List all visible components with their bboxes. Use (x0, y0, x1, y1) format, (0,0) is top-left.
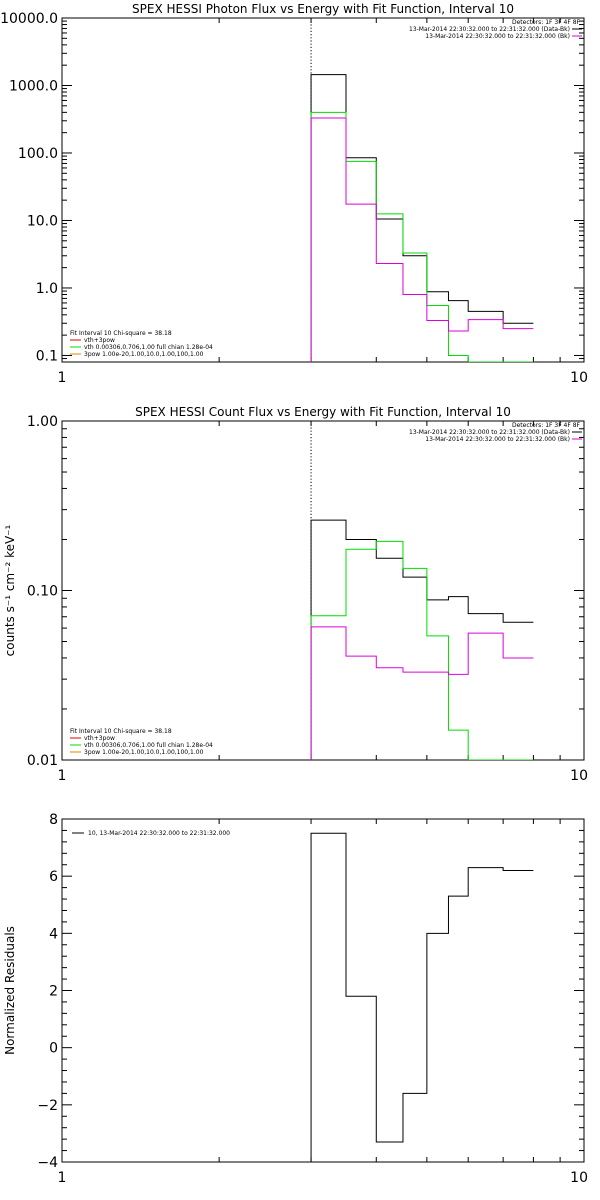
legend-entry: 3pow 1.00e-20,1.00,10.0,1.00,100,1.00 (84, 351, 204, 358)
chart-title: SPEX HESSI Count Flux vs Energy with Fit… (135, 405, 511, 419)
y-ticks (62, 420, 584, 761)
y-tick-label: 10000.0 (0, 11, 58, 27)
y-tick-label: 0.10 (27, 584, 58, 600)
y-tick-label: −4 (37, 1155, 58, 1171)
y-tick-label: 0.01 (27, 753, 58, 769)
legend-entry: Detectors: 1F 3F 4F 8F (512, 19, 581, 26)
y-axis-label: counts s⁻¹ cm⁻² keV⁻¹ (3, 524, 17, 656)
plot-frame (61, 420, 585, 761)
series-line-3 (310, 626, 534, 760)
y-tick-label: 0 (49, 1041, 58, 1057)
chart-title: SPEX HESSI Photon Flux vs Energy with Fi… (132, 2, 514, 16)
x-tick-label: 1 (58, 768, 67, 784)
legend-entry: vth+3pow (84, 735, 115, 742)
legend-entry: 13-Mar-2014 22:30:32.000 to 22:31:32.000… (425, 436, 570, 443)
x-ticks (61, 421, 585, 760)
x-tick-label: 10 (570, 370, 588, 386)
series-group (310, 519, 534, 760)
series-line-3 (310, 117, 534, 362)
x-tick-label: 10 (570, 1170, 588, 1186)
y-tick-label: −2 (37, 1098, 58, 1114)
plot-frame (61, 17, 585, 363)
series-line-2 (310, 111, 534, 362)
y-axis-label: Normalized Residuals (3, 926, 17, 1055)
x-ticks (61, 18, 585, 362)
legend-entry: 13-Mar-2014 22:30:32.000 to 22:31:32.000… (409, 26, 570, 33)
y-tick-label: 2 (49, 984, 58, 1000)
series-line-1 (310, 519, 534, 760)
y-tick-label: 0.1 (36, 348, 58, 364)
legend-entry: vth 0.00306,0.706,1.00 full chian 1.28e-… (84, 742, 213, 749)
y-tick-label: 1.00 (27, 414, 58, 430)
y-ticks (62, 17, 584, 363)
y-tick-label: 1.0 (36, 281, 58, 297)
y-tick-label: 100.0 (18, 146, 58, 162)
legend-entry: Detectors: 1F 3F 4F 8F (512, 422, 581, 429)
y-tick-label: 10.0 (27, 213, 58, 229)
legend-entry: vth 0.00306,0.706,1.00 full chian 1.28e-… (84, 344, 213, 351)
x-tick-label: 10 (570, 768, 588, 784)
series-group (310, 832, 534, 1162)
y-tick-label: 8 (49, 812, 58, 828)
legend-entry: Fit Interval 10 Chi-square = 38.18 (70, 728, 172, 735)
legend-entry: Fit Interval 10 Chi-square = 38.18 (70, 330, 172, 337)
x-tick-label: 1 (58, 1170, 67, 1186)
panel-3: 1 10 −4 −2 0 2 4 6 8 Normalized Residuals 10, 13-M… (3, 812, 588, 1186)
panel-1: 1 10 0.1 1.0 10.0 100.0 1000.0 10000.0 SPEX HESS… (0, 2, 588, 386)
y-ticks (62, 818, 584, 1163)
series-line-1 (310, 832, 534, 1162)
legend-entry: 3pow 1.00e-20,1.00,10.0,1.00,100,1.00 (84, 749, 204, 756)
series-line-2 (310, 540, 534, 760)
legend-entry: vth+3pow (84, 337, 115, 344)
series-group (310, 74, 534, 362)
legend-entry: 13-Mar-2014 22:30:32.000 to 22:31:32.000… (409, 429, 570, 436)
panel-2: 1 10 0.01 0.10 1.00 SPEX HESSI Count Flux vs … (3, 405, 588, 784)
y-tick-label: 6 (49, 869, 58, 885)
y-tick-label: 1000.0 (9, 78, 58, 94)
y-tick-label: 4 (49, 926, 58, 942)
legend-entry: 10, 13-Mar-2014 22:30:32.000 to 22:31:32… (88, 830, 230, 837)
legend-entry: 13-Mar-2014 22:30:32.000 to 22:31:32.000… (425, 33, 570, 40)
x-tick-label: 1 (58, 370, 67, 386)
